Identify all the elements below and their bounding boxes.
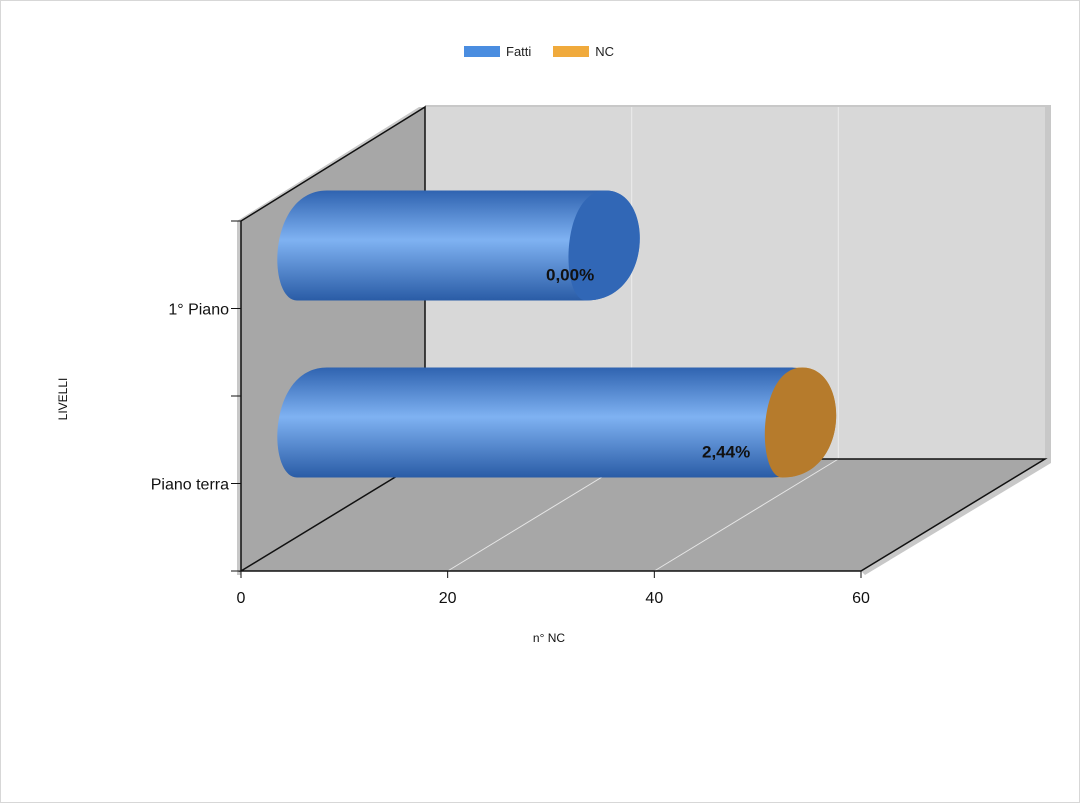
bar-fatti-cap: [568, 190, 640, 301]
floor: [241, 459, 1045, 571]
wall-edges: [238, 105, 1048, 572]
y-tick-label: Piano terra: [151, 477, 229, 494]
x-tick-label: 40: [645, 590, 663, 607]
bar-fatti: [277, 367, 826, 478]
legend-item-nc: NC: [553, 44, 614, 59]
legend-item-fatti: Fatti: [464, 44, 531, 59]
data-label: 0,00%: [546, 266, 594, 285]
data-label: 2,44%: [702, 443, 750, 462]
legend: Fatti NC: [464, 44, 628, 59]
x-tick-label: 60: [852, 590, 870, 607]
floor-shadow: [861, 459, 1051, 575]
floor-gridline: [654, 458, 839, 572]
y-tick-label: 1° Piano: [168, 302, 229, 319]
y-axis-title: LIVELLI: [56, 378, 70, 421]
x-axis-title: n° NC: [533, 631, 565, 645]
bar-nc-cap: [764, 367, 837, 478]
legend-label-fatti: Fatti: [506, 44, 532, 59]
x-tick-label: 20: [439, 590, 457, 607]
x-tick-label: 0: [237, 590, 246, 607]
bar-fatti: [277, 190, 640, 301]
legend-swatch-fatti: [464, 46, 500, 57]
legend-swatch-nc: [553, 46, 590, 57]
floor-gridline: [447, 458, 632, 572]
legend-label-nc: NC: [595, 44, 615, 59]
